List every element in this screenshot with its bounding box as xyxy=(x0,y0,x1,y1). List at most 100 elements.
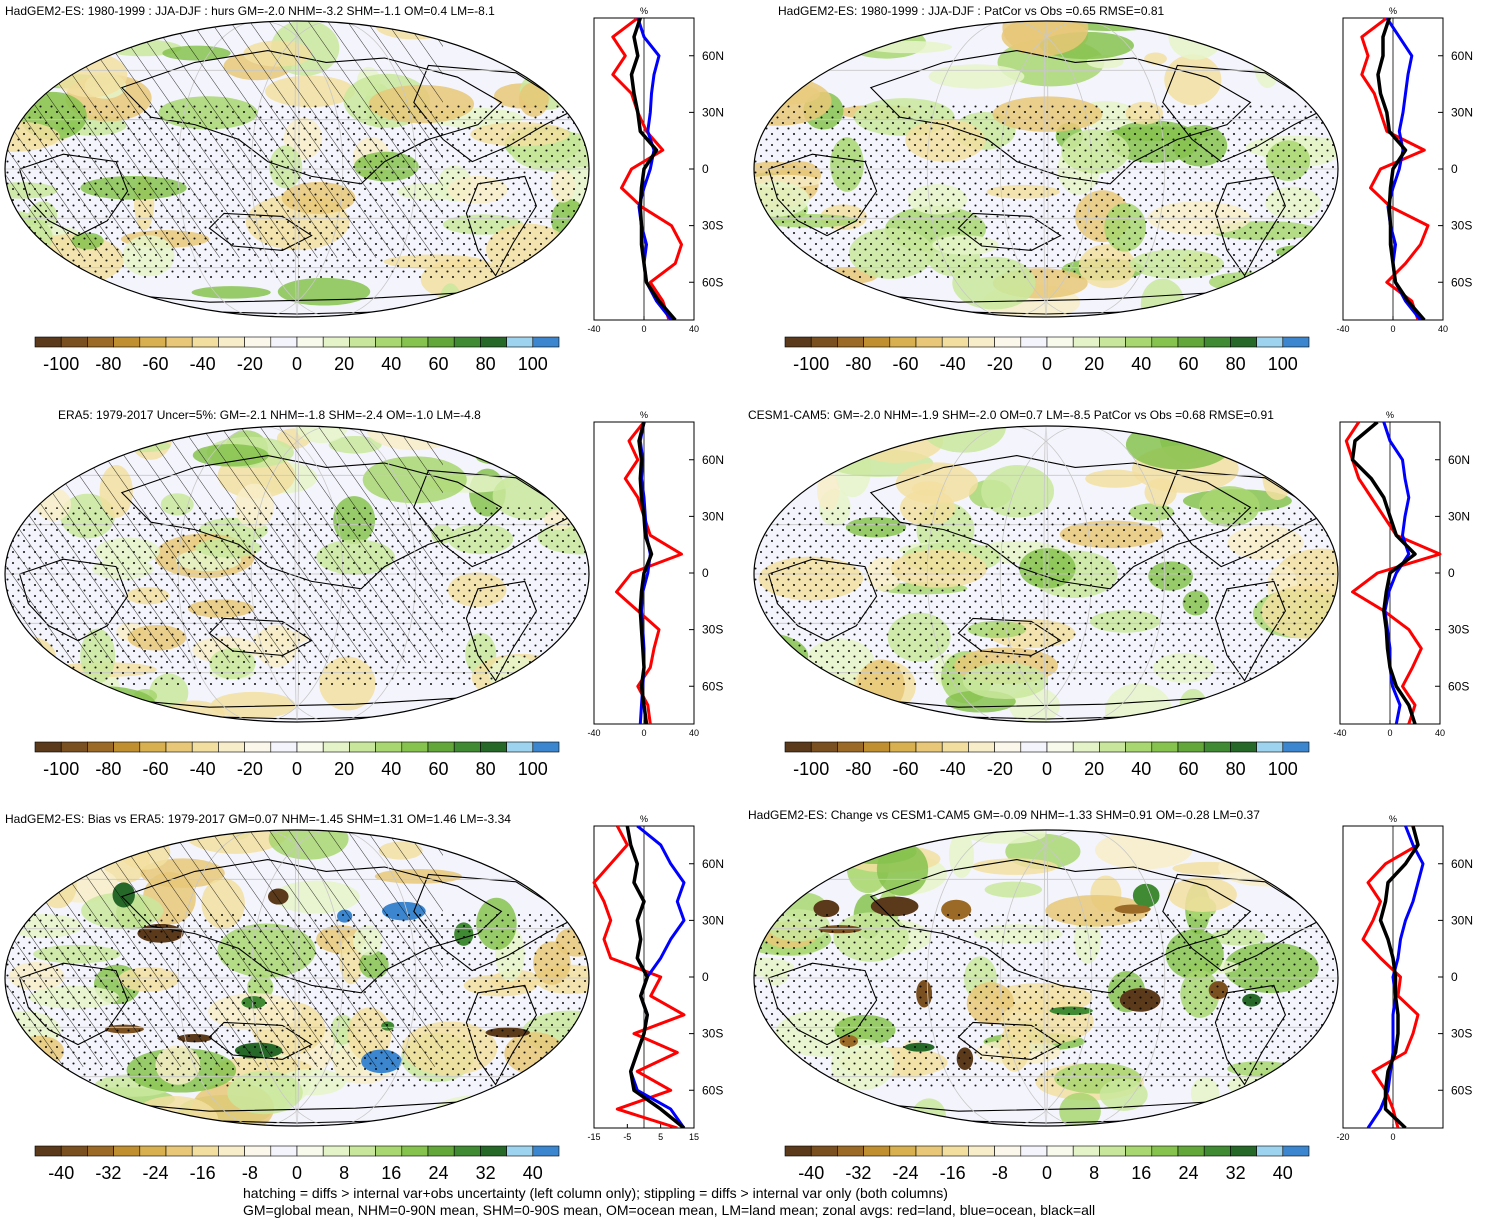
anomaly-patch xyxy=(1310,452,1338,482)
hatching xyxy=(5,830,443,1067)
colorbar-swatch xyxy=(191,336,219,348)
anomaly-patch xyxy=(537,36,559,88)
anomaly-patch xyxy=(754,1107,818,1121)
x-tick-label: 15 xyxy=(689,1132,699,1142)
anomaly-patch xyxy=(277,277,371,306)
x-tick-label: -5 xyxy=(623,1132,631,1142)
anomaly-patch xyxy=(862,295,884,309)
anomaly-patch xyxy=(550,426,572,455)
anomaly-patch xyxy=(506,1074,582,1099)
anomaly-patch xyxy=(514,428,583,454)
y-tick-label: 0 xyxy=(1451,970,1458,984)
colorbar-swatch xyxy=(191,1145,219,1157)
colorbar-swatch xyxy=(1072,336,1100,348)
colorbar-swatch xyxy=(1020,1145,1048,1157)
colorbar-tick-label: 80 xyxy=(476,759,496,779)
colorbar-swatch xyxy=(1072,1145,1100,1157)
x-tick-label: 0 xyxy=(641,324,646,334)
colorbar-swatch xyxy=(810,1145,838,1157)
anomaly-patch xyxy=(859,21,946,30)
zonal-plot: % 60N 30N 0 30S 60S -40 0 40 xyxy=(587,6,724,334)
colorbar-swatch xyxy=(427,336,455,348)
zonal-series-line xyxy=(629,18,677,320)
anomaly-patch xyxy=(1239,1089,1307,1126)
x-tick-label: -20 xyxy=(1336,1132,1349,1142)
colorbar-swatch xyxy=(401,336,429,348)
y-tick-label: 30N xyxy=(702,913,724,927)
colorbar-swatch xyxy=(1203,741,1231,753)
colorbar-swatch xyxy=(1072,741,1100,753)
anomaly-patch xyxy=(1144,52,1167,65)
colorbar-swatch xyxy=(34,1145,62,1157)
hatching xyxy=(5,21,443,258)
x-tick-label: 40 xyxy=(1435,728,1445,738)
colorbar-swatch xyxy=(532,336,560,348)
x-tick-label: 40 xyxy=(689,728,699,738)
anomaly-patch xyxy=(555,871,582,911)
colorbar-tick-label: -40 xyxy=(940,354,966,374)
y-tick-label: 0 xyxy=(702,566,709,580)
anomaly-patch xyxy=(755,437,791,469)
colorbar-tick-label: 20 xyxy=(334,759,354,779)
y-tick-label: 30S xyxy=(1451,219,1472,233)
unit-label: % xyxy=(1389,814,1397,824)
anomaly-patch xyxy=(137,301,176,317)
map-border xyxy=(753,829,1339,1127)
colorbar-swatch xyxy=(1151,1145,1179,1157)
colorbar-swatch xyxy=(349,1145,376,1157)
anomaly-patch xyxy=(866,830,905,850)
colorbar-tick-label: -8 xyxy=(242,1163,258,1183)
colorbar-swatch xyxy=(139,741,167,753)
colorbar-tick-label: 100 xyxy=(1268,759,1298,779)
anomaly-patch xyxy=(5,838,44,860)
colorbar-tick-label: 60 xyxy=(1178,354,1198,374)
colorbar-swatch xyxy=(218,741,245,753)
colorbar-swatch xyxy=(270,336,298,348)
colorbar-swatch xyxy=(401,741,429,753)
stippling xyxy=(754,507,1338,685)
colorbar-swatch xyxy=(863,336,891,348)
map xyxy=(4,20,590,318)
colorbar-swatch xyxy=(113,1145,141,1157)
colorbar-tick-label: -40 xyxy=(190,354,216,374)
anomaly-patch xyxy=(191,286,271,299)
y-tick-label: 0 xyxy=(702,970,709,984)
colorbar-swatch xyxy=(427,741,455,753)
colorbar-swatch xyxy=(1230,336,1257,348)
colorbar-swatch xyxy=(1046,1145,1074,1157)
colorbar-swatch xyxy=(1099,1145,1126,1157)
colorbar-swatch xyxy=(968,336,995,348)
unit-label: % xyxy=(1386,410,1394,420)
anomaly-patch xyxy=(865,40,953,54)
anomaly-patch xyxy=(548,1071,589,1102)
colorbar-swatch xyxy=(349,741,376,753)
zonal-series-line xyxy=(1366,826,1425,1128)
colorbar-tick-label: -80 xyxy=(95,354,121,374)
anomaly-patch xyxy=(5,666,26,700)
zonal-series-line xyxy=(1376,18,1426,320)
colorbar-swatch xyxy=(87,336,114,348)
colorbar-swatch xyxy=(165,741,193,753)
colorbar-swatch xyxy=(810,336,838,348)
colorbar-tick-label: 0 xyxy=(1042,759,1052,779)
colorbar-tick-label: 80 xyxy=(476,354,496,374)
anomaly-patch xyxy=(56,296,141,317)
colorbar-tick-label: -100 xyxy=(43,354,79,374)
colorbar-swatch xyxy=(506,741,534,753)
colorbar-swatch xyxy=(1125,1145,1153,1157)
anomaly-patch xyxy=(754,1116,840,1126)
colorbar-tick-label: -60 xyxy=(143,354,169,374)
colorbar-swatch xyxy=(915,1145,943,1157)
colorbar-swatch xyxy=(837,336,864,348)
y-tick-label: 30S xyxy=(702,1027,723,1041)
colorbar-tick-label: 40 xyxy=(381,354,401,374)
colorbar-tick-label: 80 xyxy=(1226,354,1246,374)
colorbar-swatch xyxy=(322,336,350,348)
colorbar-swatch xyxy=(139,336,167,348)
y-tick-label: 60N xyxy=(702,453,724,467)
panel-title: ERA5: 1979-2017 Uncer=5%: GM=-2.1 NHM=-1… xyxy=(58,408,481,422)
anomaly-patch xyxy=(964,830,1046,844)
colorbar-swatch xyxy=(837,741,864,753)
colorbar-swatch xyxy=(87,741,114,753)
